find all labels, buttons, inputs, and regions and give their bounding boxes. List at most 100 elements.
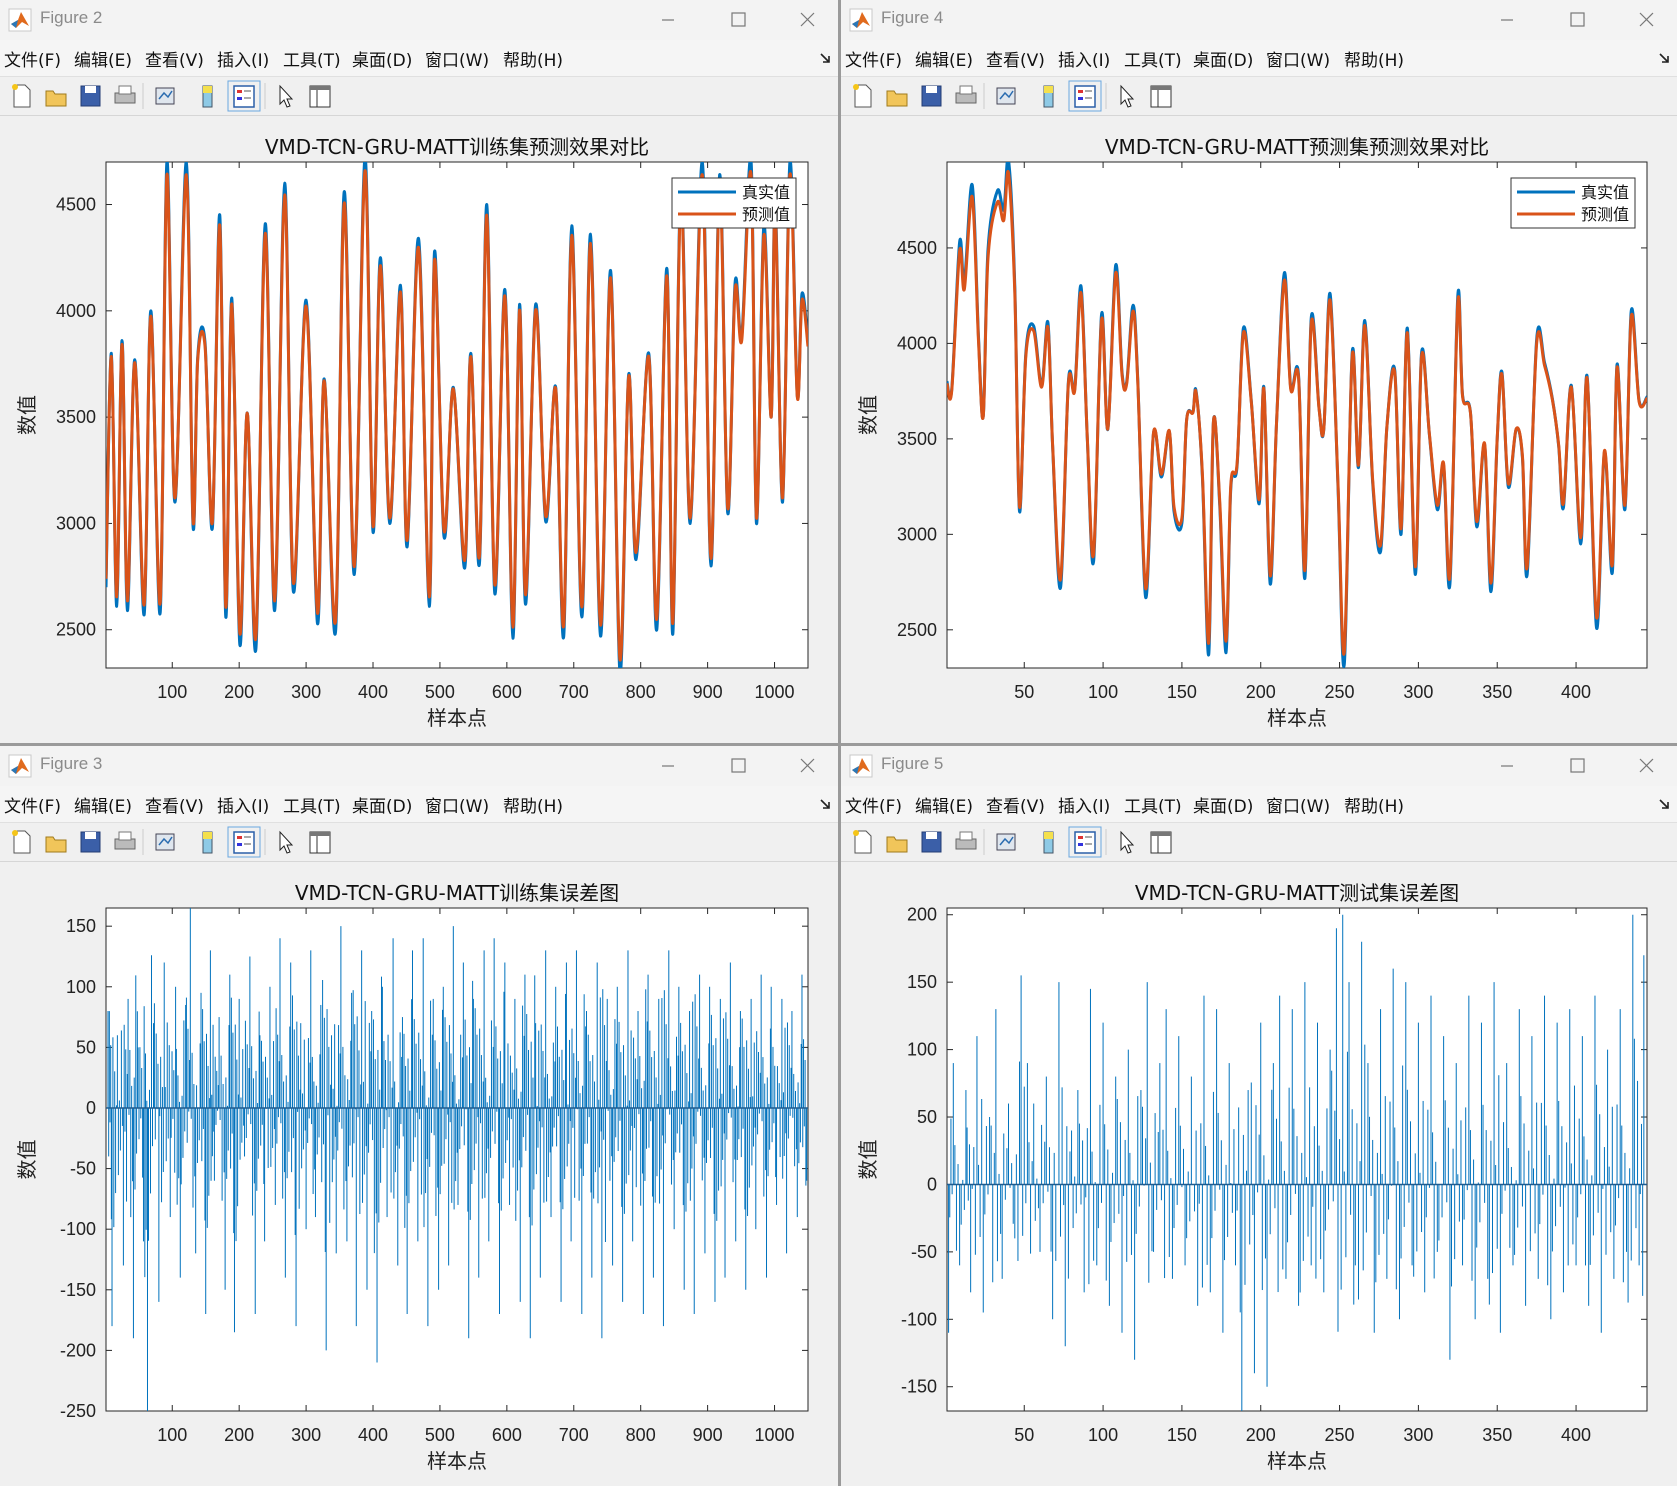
menu-item-1[interactable]: 编辑(E) <box>74 51 133 71</box>
close-button[interactable] <box>1627 6 1667 34</box>
colorbar-icon[interactable] <box>1043 831 1054 854</box>
link-plot-icon[interactable] <box>155 87 175 105</box>
menu-item-1[interactable]: 编辑(E) <box>915 797 974 817</box>
menu-item-7[interactable]: 帮助(H) <box>503 51 564 71</box>
menu-item-4[interactable]: 工具(T) <box>1124 51 1182 71</box>
print-icon[interactable] <box>114 831 136 850</box>
menu-item-4[interactable]: 工具(T) <box>283 797 341 817</box>
legend-icon[interactable] <box>233 85 255 108</box>
colorbar-icon[interactable] <box>202 85 213 108</box>
plot-area-fig4[interactable]: VMD-TCN-GRU-MATT预测集预测效果对比 50 100 150 200 250 3… <box>841 116 1677 743</box>
menu-item-5[interactable]: 桌面(D) <box>352 797 413 817</box>
legend-icon[interactable] <box>1074 85 1096 108</box>
colorbar-icon[interactable] <box>1043 85 1054 108</box>
open-file-icon[interactable] <box>45 836 67 853</box>
property-inspector-icon[interactable] <box>309 85 331 108</box>
plot-area-fig2[interactable]: VMD-TCN-GRU-MATT训练集预测效果对比 100 200 300 400 500… <box>0 116 838 743</box>
menu-item-4[interactable]: 工具(T) <box>1124 797 1182 817</box>
menu-item-5[interactable]: 桌面(D) <box>1193 797 1254 817</box>
menu-item-0[interactable]: 文件(F) <box>4 51 62 71</box>
menu-item-3[interactable]: 插入(I) <box>1058 51 1111 71</box>
maximize-button[interactable] <box>718 752 758 780</box>
dock-arrow-icon[interactable] <box>820 798 832 810</box>
new-figure-icon[interactable] <box>853 84 872 108</box>
close-button[interactable] <box>788 6 828 34</box>
title-bar[interactable]: Figure 2 <box>0 0 838 40</box>
menu-item-5[interactable]: 桌面(D) <box>352 51 413 71</box>
x-tick-label: 100 <box>1088 1425 1118 1445</box>
close-button[interactable] <box>1627 752 1667 780</box>
menu-item-0[interactable]: 文件(F) <box>845 51 903 71</box>
dock-arrow-icon[interactable] <box>820 52 832 64</box>
print-icon[interactable] <box>955 831 977 850</box>
minimize-button[interactable] <box>648 6 688 34</box>
menu-item-7[interactable]: 帮助(H) <box>1344 797 1405 817</box>
save-icon[interactable] <box>921 85 942 107</box>
toolbar <box>841 77 1677 116</box>
dock-arrow-icon[interactable] <box>1659 798 1671 810</box>
minimize-button[interactable] <box>1487 752 1527 780</box>
link-plot-icon[interactable] <box>155 833 175 851</box>
pointer-icon[interactable] <box>1120 84 1135 108</box>
property-inspector-icon[interactable] <box>309 831 331 854</box>
save-icon[interactable] <box>80 831 101 853</box>
maximize-button[interactable] <box>1557 752 1597 780</box>
save-icon[interactable] <box>80 85 101 107</box>
menu-item-1[interactable]: 编辑(E) <box>74 797 133 817</box>
menu-item-2[interactable]: 查看(V) <box>986 797 1045 817</box>
maximize-button[interactable] <box>718 6 758 34</box>
open-file-icon[interactable] <box>886 90 908 107</box>
menu-item-2[interactable]: 查看(V) <box>145 51 204 71</box>
link-plot-icon[interactable] <box>996 87 1016 105</box>
menu-item-4[interactable]: 工具(T) <box>283 51 341 71</box>
property-inspector-icon[interactable] <box>1150 85 1172 108</box>
menu-item-3[interactable]: 插入(I) <box>217 51 270 71</box>
menu-item-2[interactable]: 查看(V) <box>986 51 1045 71</box>
x-tick-label: 900 <box>693 1425 723 1445</box>
minimize-button[interactable] <box>1487 6 1527 34</box>
save-icon[interactable] <box>921 831 942 853</box>
menu-item-6[interactable]: 窗口(W) <box>1266 51 1331 71</box>
menu-item-2[interactable]: 查看(V) <box>145 797 204 817</box>
link-plot-icon[interactable] <box>996 833 1016 851</box>
menu-item-6[interactable]: 窗口(W) <box>425 797 490 817</box>
close-button[interactable] <box>788 752 828 780</box>
title-bar[interactable]: Figure 5 <box>841 746 1677 786</box>
property-inspector-icon[interactable] <box>1150 831 1172 854</box>
menu-item-3[interactable]: 插入(I) <box>1058 797 1111 817</box>
dock-arrow-icon[interactable] <box>1659 52 1671 64</box>
pointer-icon[interactable] <box>279 84 294 108</box>
new-figure-icon[interactable] <box>853 830 872 854</box>
maximize-button[interactable] <box>1557 6 1597 34</box>
menu-item-7[interactable]: 帮助(H) <box>503 797 564 817</box>
title-bar[interactable]: Figure 3 <box>0 746 838 786</box>
menu-item-3[interactable]: 插入(I) <box>217 797 270 817</box>
new-figure-icon[interactable] <box>12 830 31 854</box>
menu-item-1[interactable]: 编辑(E) <box>915 51 974 71</box>
menu-item-7[interactable]: 帮助(H) <box>1344 51 1405 71</box>
menu-item-0[interactable]: 文件(F) <box>845 797 903 817</box>
minimize-button[interactable] <box>648 752 688 780</box>
new-figure-icon[interactable] <box>12 84 31 108</box>
open-file-icon[interactable] <box>886 836 908 853</box>
x-tick-label: 200 <box>224 1425 254 1445</box>
plot-area-fig5[interactable]: VMD-TCN-GRU-MATT测试集误差图 50 100 150 200 250 300 3… <box>841 862 1677 1486</box>
menu-item-6[interactable]: 窗口(W) <box>1266 797 1331 817</box>
pointer-icon[interactable] <box>1120 830 1135 854</box>
pointer-icon[interactable] <box>279 830 294 854</box>
menu-item-0[interactable]: 文件(F) <box>4 797 62 817</box>
menu-item-6[interactable]: 窗口(W) <box>425 51 490 71</box>
print-icon[interactable] <box>114 85 136 104</box>
menu-item-5[interactable]: 桌面(D) <box>1193 51 1254 71</box>
legend-icon[interactable] <box>233 831 255 854</box>
y-tick-label: 2500 <box>897 620 937 640</box>
open-file-icon[interactable] <box>45 90 67 107</box>
x-tick-label: 350 <box>1482 1425 1512 1445</box>
print-icon[interactable] <box>955 85 977 104</box>
colorbar-icon[interactable] <box>202 831 213 854</box>
title-bar[interactable]: Figure 4 <box>841 0 1677 40</box>
legend-icon[interactable] <box>1074 831 1096 854</box>
